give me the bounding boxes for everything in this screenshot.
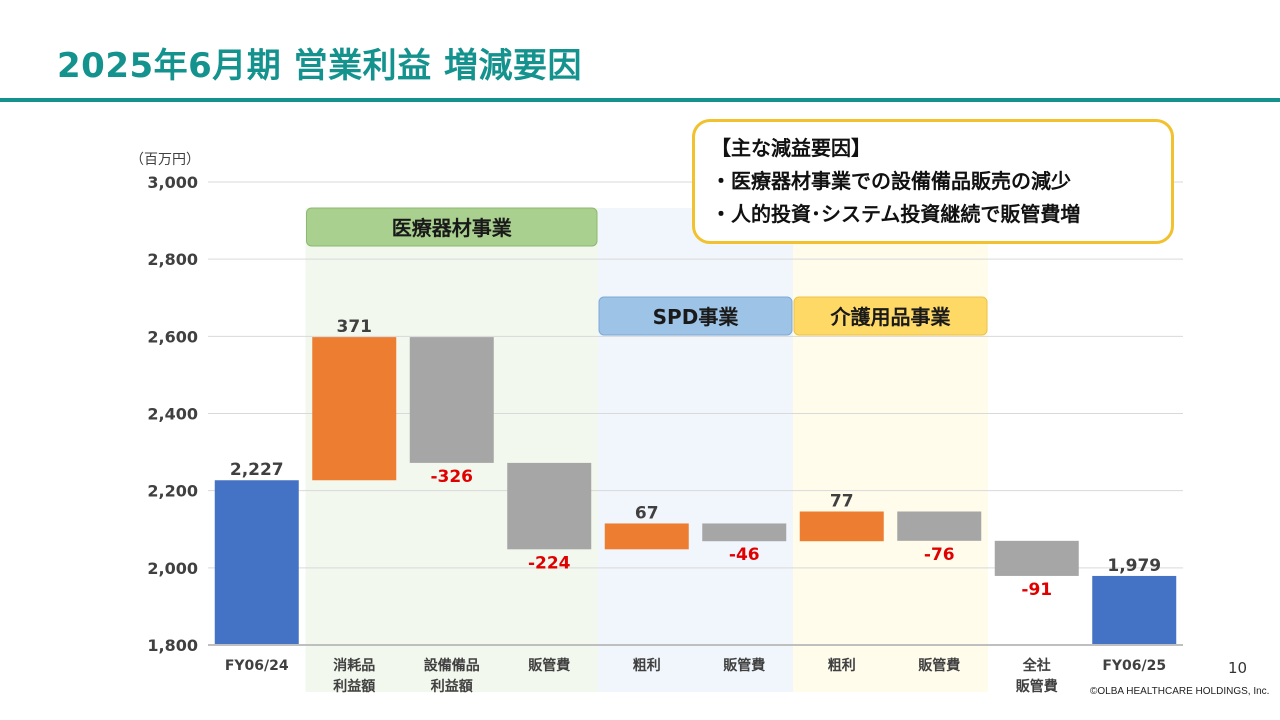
bar-2	[312, 337, 397, 481]
segment-label-box-3	[793, 296, 988, 336]
bar-4	[507, 462, 592, 550]
x-tick-label: 消耗品	[333, 657, 375, 674]
callout-line-2: ・人的投資･システム投資継続で販管費増	[711, 202, 1081, 226]
y-tick-label: 2,400	[147, 405, 198, 424]
data-label-7: 77	[830, 492, 854, 512]
segment-label-3: 介護用品事業	[830, 305, 952, 329]
callout-heading: 【主な減益要因】	[711, 136, 871, 160]
bar-1	[214, 480, 299, 645]
y-tick-label: 2,000	[147, 559, 198, 578]
x-tick-label: 利益額	[333, 678, 375, 695]
bar-9	[994, 540, 1079, 576]
segment-label-2: SPD事業	[653, 305, 740, 329]
data-label-5: 67	[635, 503, 659, 523]
x-tick-label: FY06/24	[225, 658, 289, 674]
bar-5	[604, 523, 689, 550]
segment-label-box-2	[598, 296, 793, 336]
x-tick-label: 販管費	[918, 657, 960, 674]
segment-band-3	[793, 208, 988, 692]
bar-10	[1092, 575, 1177, 645]
x-tick-label: 利益額	[431, 678, 473, 695]
data-label-6: -46	[729, 545, 760, 565]
data-label-9: -91	[1021, 580, 1052, 600]
data-label-2: 371	[337, 317, 373, 337]
page-number: 10	[1228, 659, 1248, 677]
reduction-factors-callout: 【主な減益要因】 ・医療器材事業での設備備品販売の減少 ・人的投資･システム投資…	[692, 119, 1174, 244]
data-label-8: -76	[924, 545, 955, 565]
bar-6	[702, 523, 787, 542]
x-tick-label: FY06/25	[1102, 658, 1166, 674]
data-label-3: -326	[430, 467, 473, 487]
segment-label-box-1	[306, 207, 598, 247]
page-title: 2025年6月期 営業利益 増減要因	[57, 46, 582, 86]
x-tick-label: 販管費	[528, 657, 570, 674]
y-tick-label: 1,800	[147, 636, 198, 655]
x-tick-label: 全社	[1022, 657, 1051, 674]
title-underline	[0, 98, 1280, 102]
segment-label-1: 医療器材事業	[392, 216, 513, 240]
x-tick-label: 販管費	[723, 657, 765, 674]
bar-3	[409, 337, 494, 463]
bar-8	[897, 511, 982, 541]
y-tick-label: 3,000	[147, 173, 198, 192]
x-tick-label: 粗利	[633, 657, 661, 674]
data-label-10: 1,979	[1107, 556, 1161, 576]
y-tick-label: 2,600	[147, 327, 198, 346]
y-tick-label: 2,200	[147, 482, 198, 501]
y-tick-label: 2,800	[147, 250, 198, 269]
copyright-notice: ©OLBA HEALTHCARE HOLDINGS, Inc.	[1090, 686, 1270, 697]
x-tick-label: 設備備品	[424, 657, 480, 674]
data-label-1: 2,227	[230, 460, 284, 480]
x-tick-label: 粗利	[828, 657, 856, 674]
bar-7	[799, 511, 884, 542]
data-label-4: -224	[528, 553, 571, 573]
y-axis-unit-label: （百万円）	[130, 152, 200, 168]
x-tick-label: 販管費	[1016, 678, 1058, 695]
callout-line-1: ・医療器材事業での設備備品販売の減少	[711, 169, 1071, 193]
segment-band-2	[598, 208, 793, 692]
